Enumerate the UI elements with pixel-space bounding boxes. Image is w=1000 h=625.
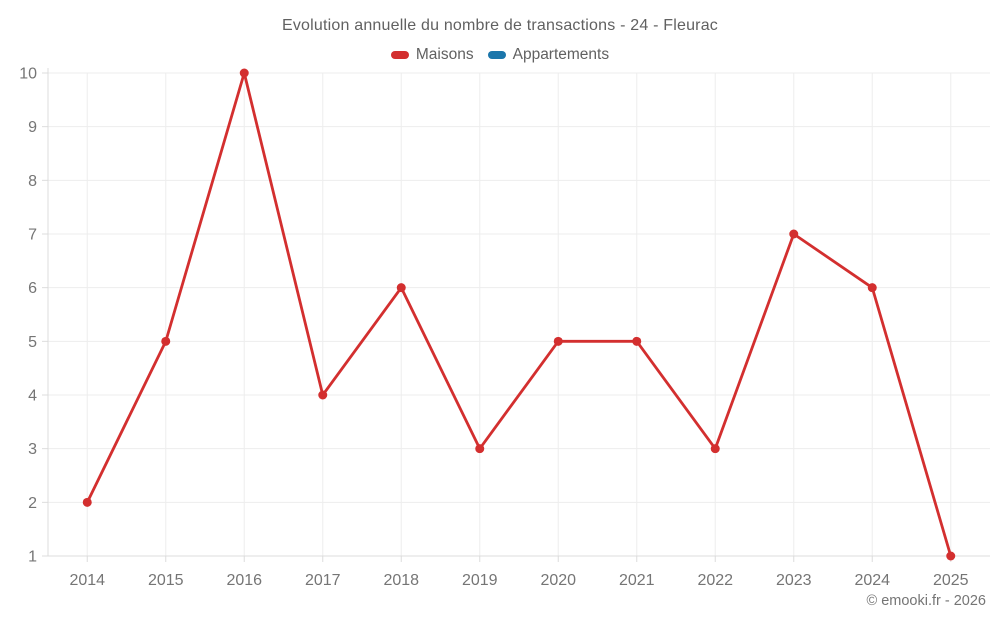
x-axis-label: 2014: [69, 572, 105, 589]
x-axis-label: 2016: [226, 572, 262, 589]
legend-swatch-maisons-icon: [390, 51, 409, 59]
y-axis-label: 8: [28, 173, 37, 190]
y-axis-label: 9: [28, 119, 37, 136]
data-point-2017[interactable]: [318, 390, 328, 400]
x-axis-label: 2017: [305, 572, 341, 589]
x-axis-label: 2015: [148, 572, 184, 589]
x-axis-label: 2022: [697, 572, 733, 589]
x-axis-label: 2021: [619, 572, 655, 589]
data-point-2023[interactable]: [789, 229, 799, 239]
data-point-2020[interactable]: [553, 336, 563, 346]
legend-label-appartements: Appartements: [512, 46, 610, 63]
data-point-2025[interactable]: [946, 551, 956, 561]
data-point-2015[interactable]: [161, 336, 171, 346]
y-axis-label: 5: [28, 334, 37, 351]
series-line-maisons: [85, 71, 953, 558]
y-axis-label: 6: [28, 280, 37, 297]
x-axis-label: 2019: [462, 572, 498, 589]
x-axis-label: 2025: [933, 572, 969, 589]
chart-legend: Maisons Appartements: [0, 46, 1000, 64]
y-axis-label: 2: [28, 495, 37, 512]
x-axis-label: 2018: [383, 572, 419, 589]
x-axis-label: 2020: [540, 572, 576, 589]
legend-item-appartements[interactable]: Appartements: [487, 46, 610, 64]
data-point-2018[interactable]: [396, 283, 406, 293]
y-axis-label: 1: [28, 549, 37, 566]
x-axis-label: 2024: [854, 572, 890, 589]
legend-label-maisons: Maisons: [415, 46, 474, 63]
chart-title: Evolution annuelle du nombre de transact…: [281, 17, 719, 34]
y-axis-label: 10: [19, 66, 37, 83]
copyright-text: © emooki.fr - 2026: [866, 593, 986, 609]
data-point-2019[interactable]: [475, 444, 485, 454]
data-point-2014[interactable]: [82, 497, 92, 507]
legend-item-maisons[interactable]: Maisons: [390, 46, 474, 64]
x-axis-label: 2023: [776, 572, 812, 589]
data-point-2024[interactable]: [867, 283, 877, 293]
y-axis-label: 3: [28, 441, 37, 458]
data-point-2021[interactable]: [632, 336, 642, 346]
data-point-2016[interactable]: [239, 68, 249, 78]
y-axis-label: 4: [28, 388, 37, 405]
y-axis-label: 7: [28, 227, 37, 244]
legend-swatch-appartements-icon: [487, 51, 506, 59]
data-point-2022[interactable]: [710, 444, 720, 454]
